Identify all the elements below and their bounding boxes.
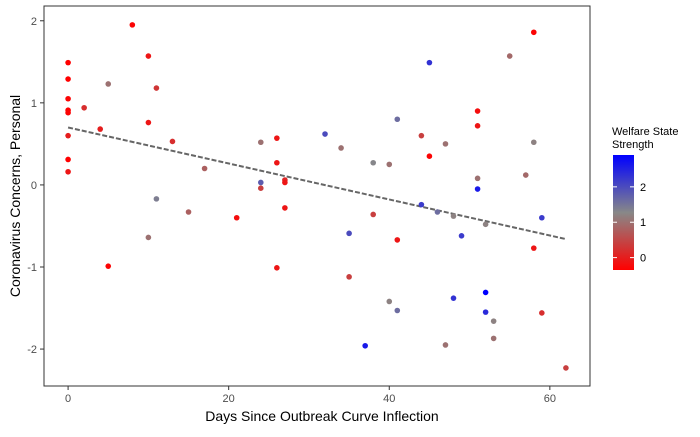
data-point	[450, 295, 457, 301]
data-point	[370, 211, 377, 218]
legend-tick-label: 0	[640, 253, 646, 265]
data-point	[426, 59, 433, 66]
data-point	[105, 81, 112, 87]
data-point	[169, 138, 176, 145]
data-point	[282, 179, 288, 186]
data-point	[65, 95, 71, 102]
x-axis-title: Days Since Outbreak Curve Inflection	[205, 408, 438, 424]
data-point	[418, 132, 425, 139]
plot-area	[65, 22, 569, 371]
y-tick-label: 2	[31, 16, 37, 28]
x-tick-label: 40	[383, 393, 395, 405]
data-point	[274, 159, 280, 166]
data-point	[394, 116, 401, 123]
data-point	[442, 342, 449, 348]
data-point	[97, 126, 104, 132]
data-point	[490, 335, 497, 342]
y-tick-label: -2	[27, 344, 37, 356]
data-point	[346, 230, 352, 237]
data-point	[65, 76, 71, 82]
data-point	[145, 53, 152, 59]
axes: 0 20 40 60 -2 -1 0 1 2	[27, 5, 591, 405]
data-point	[65, 59, 71, 66]
data-point	[386, 298, 393, 305]
x-tick-label: 0	[65, 393, 71, 405]
data-point	[386, 161, 393, 168]
data-point	[506, 53, 513, 59]
y-axis-title: Coronavirus Concerns, Personal	[7, 95, 23, 297]
data-point	[563, 365, 569, 371]
data-point	[346, 274, 352, 280]
plot-border	[43, 5, 591, 387]
legend-tick-label: 1	[640, 217, 646, 229]
data-point	[65, 132, 71, 139]
data-point	[530, 139, 537, 146]
y-tick-label: 1	[31, 98, 37, 110]
data-point	[338, 145, 344, 151]
data-point	[530, 245, 537, 251]
data-point	[442, 141, 449, 147]
data-point	[394, 237, 401, 243]
data-point	[370, 159, 377, 166]
data-point	[65, 109, 71, 116]
y-tick-label: -1	[27, 262, 37, 274]
legend-title-line-2: Strength	[612, 139, 654, 151]
data-point	[490, 318, 497, 324]
data-point	[185, 209, 192, 215]
y-tick-label: 0	[31, 180, 37, 192]
data-point	[539, 214, 545, 221]
data-point	[474, 175, 481, 182]
data-point	[65, 156, 71, 163]
data-point	[105, 263, 112, 269]
data-point	[233, 214, 240, 221]
data-point	[362, 342, 368, 349]
legend-tick-label: 2	[640, 182, 646, 194]
data-point	[65, 168, 71, 175]
data-point	[522, 172, 529, 178]
data-point	[418, 201, 425, 208]
x-tick-label: 60	[544, 393, 556, 405]
data-point	[539, 310, 545, 316]
data-point	[530, 29, 537, 36]
legend: Welfare State Strength 0 1 2	[612, 126, 678, 270]
data-point	[474, 123, 481, 129]
data-point	[482, 221, 489, 228]
legend-title-line-1: Welfare State	[612, 126, 678, 138]
data-point	[81, 104, 87, 111]
data-point	[474, 108, 481, 114]
data-point	[153, 196, 160, 202]
legend-colorbar	[613, 155, 634, 270]
data-point	[282, 205, 288, 211]
data-point	[145, 119, 152, 126]
data-point	[257, 185, 264, 192]
data-point	[450, 213, 457, 219]
data-point	[153, 85, 160, 91]
data-point	[257, 139, 264, 146]
data-point	[394, 307, 401, 314]
data-point	[201, 165, 208, 172]
data-point	[474, 186, 481, 192]
data-point	[434, 209, 441, 215]
x-tick-label: 20	[223, 393, 235, 405]
data-point	[426, 153, 433, 159]
data-point	[458, 233, 465, 239]
data-point	[482, 289, 489, 296]
data-point	[257, 179, 264, 186]
data-point	[129, 22, 136, 28]
data-point	[482, 309, 489, 315]
data-point	[322, 131, 328, 137]
data-point	[145, 234, 152, 241]
data-point	[274, 265, 280, 271]
trend-line	[67, 126, 567, 241]
data-point	[274, 135, 280, 141]
